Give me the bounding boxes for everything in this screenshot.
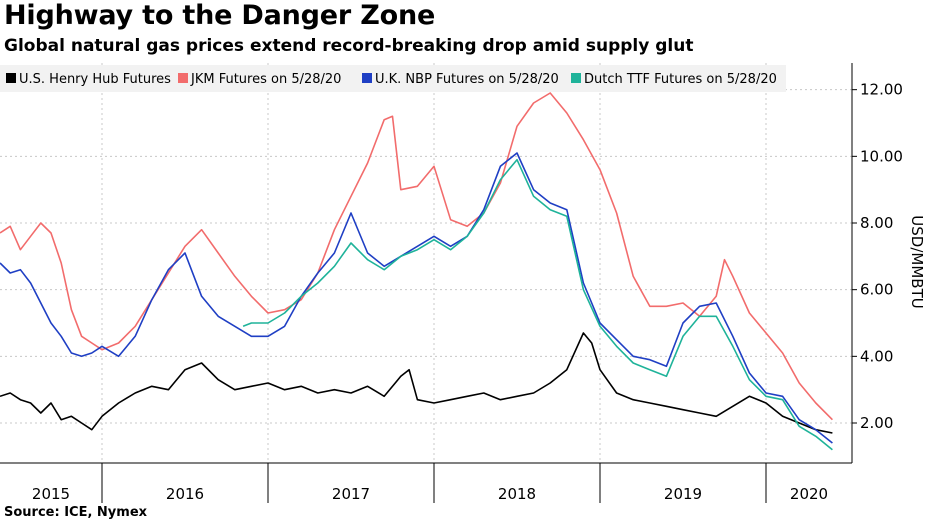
x-tick-label-0: 2015 bbox=[32, 485, 70, 503]
series-line-0 bbox=[0, 332, 833, 434]
legend-swatch-0 bbox=[6, 73, 16, 83]
y-tick-label-0: 2.00 bbox=[860, 414, 893, 432]
x-tick-label-3: 2018 bbox=[498, 485, 536, 503]
legend-swatch-1 bbox=[178, 73, 188, 83]
x-axis-ticks: 2015 2016 2017 2018 2019 2020 bbox=[32, 485, 828, 503]
x-tick-label-5: 2020 bbox=[790, 485, 828, 503]
y-tick-label-2: 6.00 bbox=[860, 281, 893, 299]
chart-source: Source: ICE, Nymex bbox=[4, 505, 148, 520]
y-tick-label-3: 8.00 bbox=[860, 214, 893, 232]
chart-subtitle: Global natural gas prices extend record-… bbox=[4, 36, 694, 56]
y-tick-label-1: 4.00 bbox=[860, 347, 893, 365]
series-line-3 bbox=[242, 158, 833, 451]
y-axis-label: USD/MMBTU bbox=[908, 215, 926, 308]
x-tick-label-1: 2016 bbox=[166, 485, 204, 503]
grid bbox=[0, 63, 852, 463]
series-lines bbox=[0, 92, 833, 451]
x-tick-label-2: 2017 bbox=[332, 485, 370, 503]
y-tick-label-4: 10.00 bbox=[860, 147, 903, 165]
series-line-1 bbox=[0, 92, 833, 421]
y-axis-ticks: 2.00 4.00 6.00 8.00 10.00 12.00 bbox=[852, 81, 903, 432]
legend-swatch-3 bbox=[571, 73, 581, 83]
legend-label-2: U.K. NBP Futures on 5/28/20 bbox=[375, 72, 559, 87]
x-tick-label-4: 2019 bbox=[664, 485, 702, 503]
axes bbox=[0, 63, 853, 503]
legend-label-1: JKM Futures on 5/28/20 bbox=[190, 72, 341, 87]
legend-swatch-2 bbox=[362, 73, 372, 83]
legend: U.S. Henry Hub Futures JKM Futures on 5/2… bbox=[0, 65, 786, 92]
chart-title: Highway to the Danger Zone bbox=[4, 0, 436, 31]
y-tick-label-5: 12.00 bbox=[860, 81, 903, 99]
legend-label-0: U.S. Henry Hub Futures bbox=[19, 72, 171, 87]
legend-background bbox=[0, 65, 786, 92]
legend-label-3: Dutch TTF Futures on 5/28/20 bbox=[584, 72, 777, 87]
series-line-2 bbox=[0, 152, 833, 444]
